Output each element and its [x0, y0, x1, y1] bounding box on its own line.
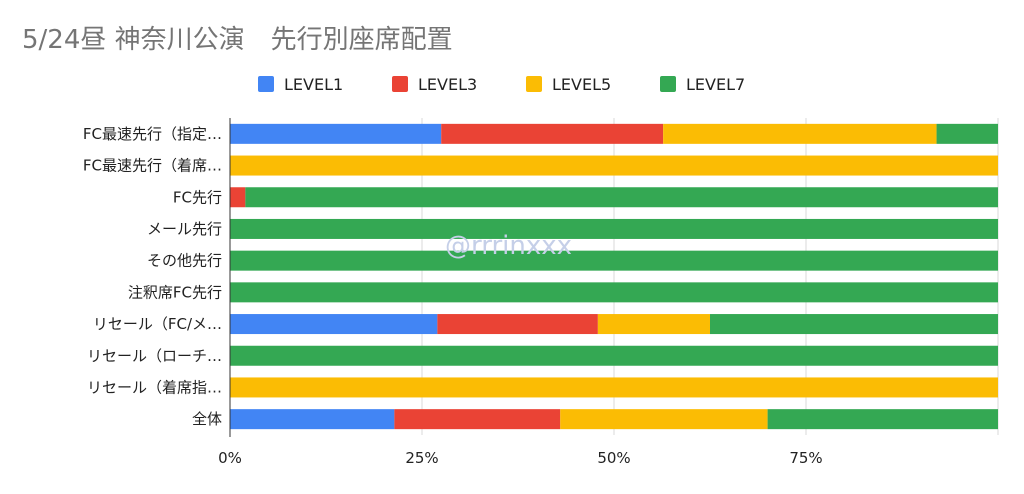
chart-title: 5/24昼 神奈川公演 先行別座席配置 — [22, 25, 453, 55]
legend-label: LEVEL3 — [418, 75, 477, 94]
category-label: FC先行 — [173, 188, 222, 206]
bar-segment-level7 — [245, 187, 999, 208]
bar-segment-level5 — [230, 377, 998, 398]
bar-segment-level5 — [230, 155, 998, 176]
legend-swatch — [660, 76, 676, 92]
category-label: リセール（着席指… — [87, 378, 222, 396]
legend-label: LEVEL5 — [552, 75, 611, 94]
category-label: メール先行 — [147, 220, 222, 238]
bar-segment-level7 — [230, 282, 998, 303]
x-tick-label: 0% — [218, 449, 242, 467]
legend: LEVEL1 LEVEL3 LEVEL5 LEVEL7 — [258, 75, 745, 94]
bar-segment-level7 — [230, 345, 998, 366]
bar-segment-level3 — [437, 314, 598, 335]
legend-label: LEVEL7 — [686, 75, 745, 94]
legend-swatch — [258, 76, 274, 92]
bars — [230, 123, 999, 430]
bar-segment-level3 — [441, 123, 664, 144]
bar-segment-level5 — [597, 314, 710, 335]
x-tick-label: 25% — [405, 449, 438, 467]
x-tick-label: 50% — [597, 449, 630, 467]
watermark: @rrrinxxx — [445, 231, 572, 261]
x-axis-ticks: 0% 25% 50% 75% — [218, 449, 823, 467]
bar-segment-level7 — [710, 314, 998, 335]
bar-segment-level7 — [936, 123, 998, 144]
category-label: リセール（FC/メ… — [93, 315, 222, 333]
bar-segment-level1 — [230, 409, 395, 430]
bar-segment-level1 — [230, 314, 438, 335]
bar-segment-level7 — [230, 250, 998, 271]
category-label: リセール（ローチ… — [87, 347, 222, 365]
bar-segment-level5 — [560, 409, 768, 430]
category-label: 注釈席FC先行 — [128, 283, 222, 301]
legend-swatch — [392, 76, 408, 92]
bar-segment-level1 — [230, 123, 442, 144]
bar-segment-level7 — [767, 409, 998, 430]
legend-swatch — [526, 76, 542, 92]
bar-segment-level3 — [230, 187, 246, 208]
legend-label: LEVEL1 — [284, 75, 343, 94]
category-label: FC最速先行（指定… — [83, 125, 222, 143]
x-tick-label: 75% — [789, 449, 822, 467]
bar-segment-level3 — [394, 409, 561, 430]
bar-segment-level5 — [663, 123, 937, 144]
category-labels: FC最速先行（指定… FC最速先行（着席… FC先行メール先行その他先行注釈席FC先… — [83, 125, 222, 428]
bar-segment-level7 — [230, 218, 998, 239]
category-label: その他先行 — [147, 252, 222, 270]
category-label: 全体 — [192, 410, 222, 428]
category-label: FC最速先行（着席… — [83, 157, 222, 175]
